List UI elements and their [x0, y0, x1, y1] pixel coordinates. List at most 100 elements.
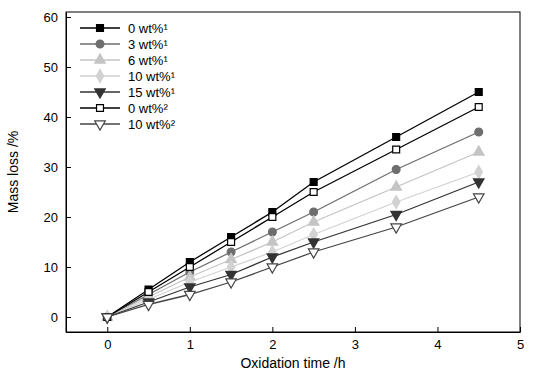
tick-mark: [66, 67, 71, 68]
tick: 50: [44, 60, 71, 75]
series-line: [107, 92, 478, 317]
series-line: [107, 182, 478, 317]
tick-mark: [520, 327, 521, 332]
axis-line: [67, 332, 521, 333]
tick: 30: [44, 160, 71, 175]
legend-label: 6 wt%¹: [128, 53, 168, 68]
tick-label: 1: [187, 337, 194, 352]
series-marker: [267, 236, 278, 245]
tick: 40: [44, 110, 71, 125]
tick-mark: [107, 327, 108, 332]
tick-mark: [66, 17, 71, 18]
tick: 0: [51, 310, 71, 325]
series-marker: [393, 134, 400, 141]
tick-label: 5: [517, 337, 524, 352]
tick: 10: [44, 260, 71, 275]
series-line: [107, 107, 478, 317]
tick: 0: [104, 327, 111, 352]
axis-line: [66, 13, 67, 333]
legend-label: 10 wt%¹: [128, 69, 176, 84]
x-axis: 0 1 2 3 4 5: [67, 327, 525, 352]
tick-mark: [66, 167, 71, 168]
plot-frame: [66, 12, 520, 332]
series-marker: [269, 214, 276, 221]
series-marker: [308, 216, 319, 225]
tick-mark: [66, 317, 71, 318]
legend-label: 15 wt%¹: [128, 85, 176, 100]
legend-marker: [96, 70, 103, 83]
series-line: [107, 132, 478, 317]
series-marker: [143, 301, 154, 310]
legend: 0 wt%¹3 wt%¹6 wt%¹10 wt%¹15 wt%¹0 wt%²10…: [80, 21, 176, 132]
series-line: [107, 197, 478, 317]
data-layer: [102, 89, 484, 324]
series-marker: [473, 146, 484, 155]
series-marker: [391, 181, 402, 190]
y-axis: 0 10 20 30 40 50 60: [44, 10, 71, 333]
series-marker: [475, 89, 482, 96]
tick-label: 20: [44, 210, 58, 225]
legend-marker: [95, 89, 106, 98]
series-marker: [392, 166, 400, 174]
legend-marker: [96, 40, 104, 48]
series-marker: [102, 314, 113, 323]
tick-label: 0: [104, 337, 111, 352]
series-marker: [475, 166, 482, 179]
tick-mark: [66, 117, 71, 118]
series-marker: [102, 314, 113, 323]
series-marker: [186, 264, 193, 271]
tick: 2: [269, 327, 276, 352]
series-marker: [267, 254, 278, 263]
y-axis-title: Mass loss /%: [5, 131, 21, 213]
tick-mark: [272, 327, 273, 332]
series-marker: [393, 146, 400, 153]
tick-label: 4: [434, 337, 441, 352]
series-marker: [310, 189, 317, 196]
tick: 1: [187, 327, 194, 352]
tick-label: 3: [352, 337, 359, 352]
tick-label: 0: [51, 310, 58, 325]
legend-item: 10 wt%¹: [80, 69, 176, 84]
series-marker: [473, 179, 484, 188]
series-marker: [391, 211, 402, 220]
series-marker: [475, 128, 483, 136]
series-marker: [392, 196, 399, 209]
chart: 01234501020304050600 wt%¹3 wt%¹6 wt%¹10 …: [0, 0, 536, 376]
legend-marker: [95, 121, 106, 130]
legend-item: 3 wt%¹: [80, 37, 168, 52]
series-marker: [145, 289, 152, 296]
series-marker: [226, 279, 237, 288]
legend-item: 0 wt%²: [80, 101, 168, 116]
tick: 20: [44, 210, 71, 225]
legend-item: 0 wt%¹: [80, 21, 168, 36]
legend-label: 0 wt%¹: [128, 21, 168, 36]
tick: 5: [517, 327, 524, 352]
legend-label: 10 wt%²: [128, 117, 176, 132]
series-marker: [185, 291, 196, 300]
tick-label: 30: [44, 160, 58, 175]
series-line: [107, 152, 478, 317]
legend-label: 0 wt%²: [128, 101, 168, 116]
tick-label: 50: [44, 60, 58, 75]
legend-item: 10 wt%²: [80, 117, 176, 132]
legend-label: 3 wt%¹: [128, 37, 168, 52]
plot: 01234501020304050600 wt%¹3 wt%¹6 wt%¹10 …: [44, 10, 525, 353]
series-marker: [475, 104, 482, 111]
legend-item: 15 wt%¹: [80, 85, 176, 100]
tick-mark: [66, 217, 71, 218]
legend-marker: [95, 54, 106, 63]
series-marker: [228, 239, 235, 246]
tick-mark: [66, 267, 71, 268]
tick-label: 10: [44, 260, 58, 275]
tick: 60: [44, 10, 71, 25]
series-marker: [310, 179, 317, 186]
tick-label: 40: [44, 110, 58, 125]
legend-marker: [97, 105, 104, 112]
series-marker: [308, 249, 319, 258]
series-marker: [473, 194, 484, 203]
legend-item: 6 wt%¹: [80, 53, 168, 68]
legend-marker: [97, 25, 104, 32]
series-line: [107, 172, 478, 317]
series-marker: [308, 239, 319, 248]
tick-label: 2: [269, 337, 276, 352]
